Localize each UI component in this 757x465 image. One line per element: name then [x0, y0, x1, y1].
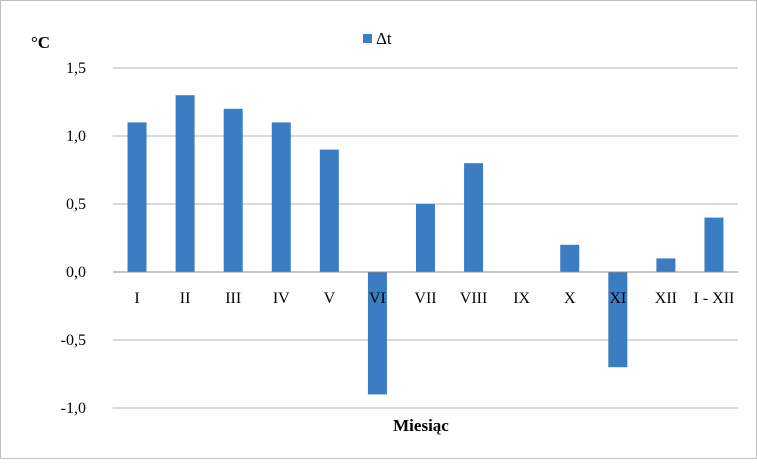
- x-tick-label: XII: [655, 290, 677, 307]
- y-tick-label: 0,5: [66, 196, 86, 213]
- legend: Δt: [363, 29, 392, 48]
- x-tick-label: I: [134, 290, 139, 307]
- x-tick-label: II: [180, 290, 191, 307]
- bar: [223, 108, 243, 272]
- x-tick-label: IX: [513, 290, 530, 307]
- bar: [560, 244, 580, 272]
- x-tick-label: VII: [414, 290, 436, 307]
- bar: [271, 122, 291, 273]
- bar: [127, 122, 147, 273]
- y-tick-label: 1,5: [66, 60, 86, 77]
- x-tick-label: V: [324, 290, 336, 307]
- x-axis-title: Miesiąc: [393, 416, 449, 435]
- bar: [319, 149, 339, 272]
- y-tick-label: 0,0: [66, 264, 86, 281]
- y-tick-label: -1,0: [61, 400, 86, 417]
- y-axis-title: °C: [31, 33, 50, 52]
- x-tick-label: VIII: [460, 290, 488, 307]
- bar: [367, 272, 387, 395]
- bar: [608, 272, 628, 368]
- y-tick-label: 1,0: [66, 128, 86, 145]
- x-tick-label: III: [225, 290, 241, 307]
- y-tick-label: -0,5: [61, 332, 86, 349]
- bar: [175, 95, 195, 272]
- x-tick-label: I - XII: [694, 290, 735, 307]
- y-tick-labels: 1,5 1,0 0,5 0,0 -0,5 -1,0: [61, 60, 86, 417]
- legend-label: Δt: [376, 29, 392, 48]
- bar: [416, 204, 435, 272]
- bar-layer: [127, 95, 724, 395]
- x-tick-labels: I II III IV V VI VII VIII IX X XI XII I - XII: [134, 290, 734, 307]
- legend-swatch: [363, 34, 372, 43]
- x-tick-label: VI: [369, 290, 386, 307]
- bar: [704, 217, 724, 272]
- bar: [464, 163, 484, 272]
- x-tick-label: XI: [609, 290, 626, 307]
- x-tick-label: X: [564, 290, 576, 307]
- x-tick-label: IV: [273, 290, 290, 307]
- bar: [656, 258, 676, 272]
